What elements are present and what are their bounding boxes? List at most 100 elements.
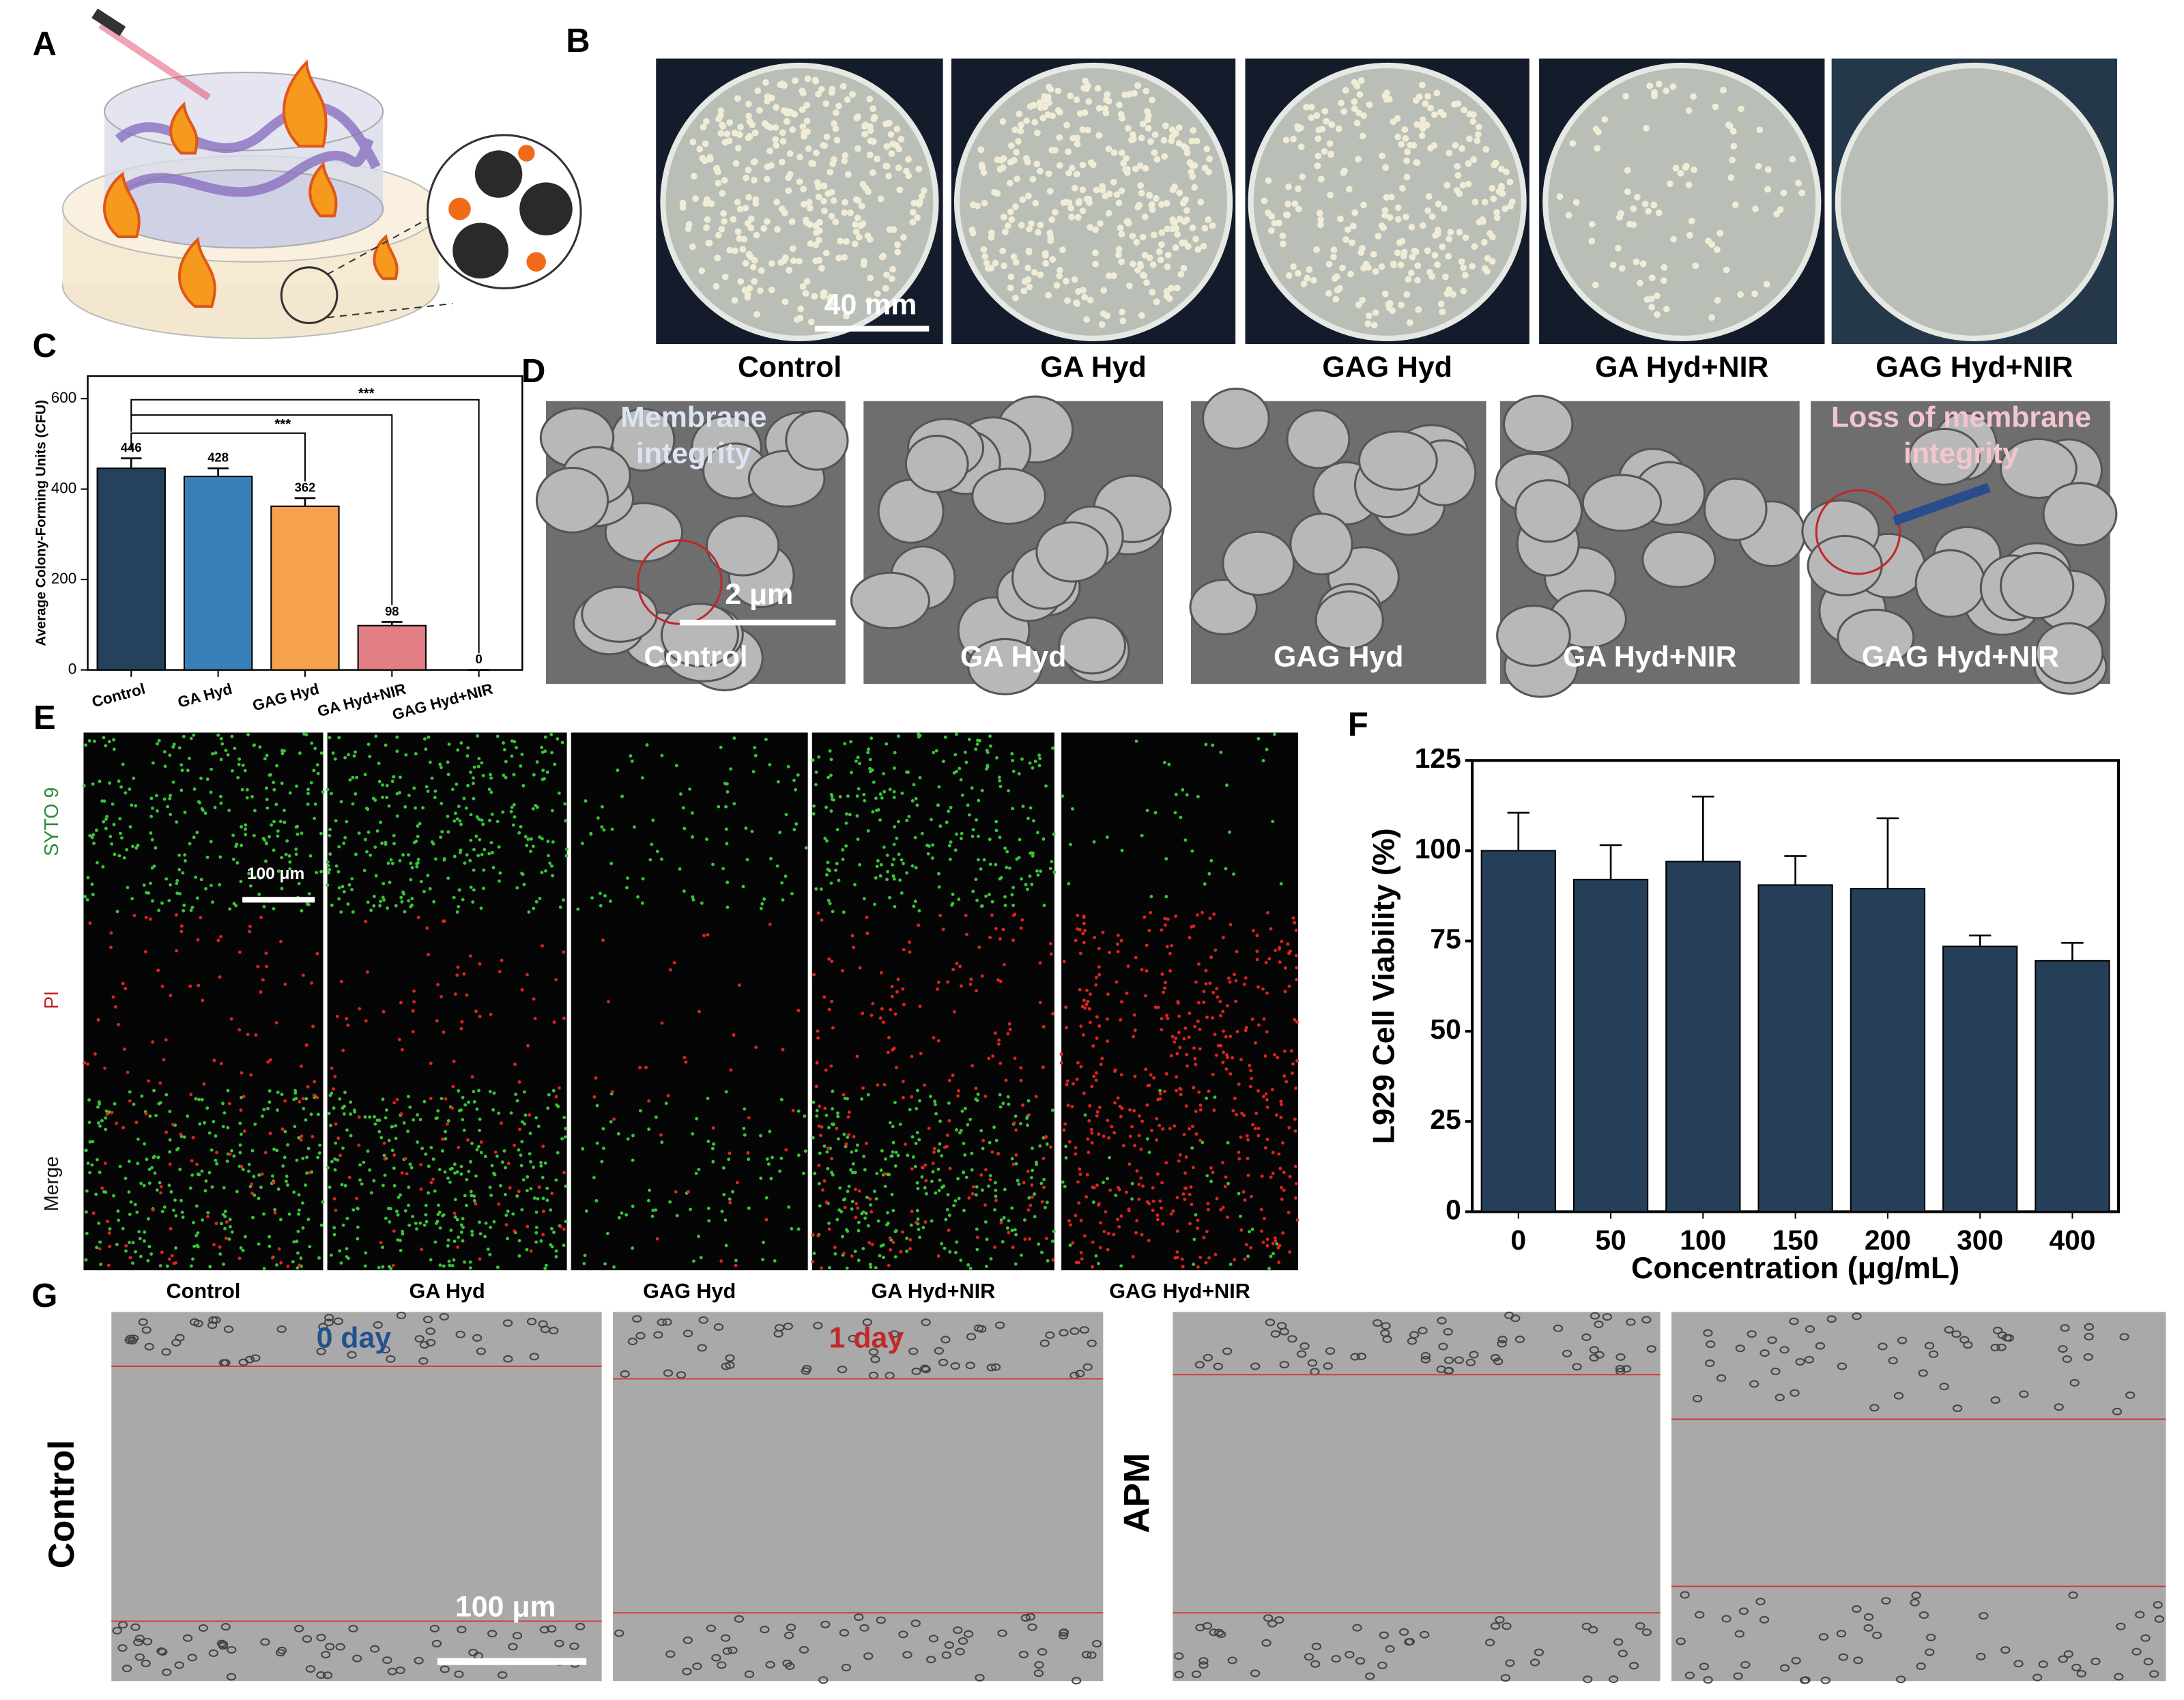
cell-dot	[511, 823, 515, 827]
cell	[503, 1355, 513, 1363]
colony	[1314, 135, 1322, 143]
cell-dot	[91, 893, 95, 897]
cell-dot	[389, 858, 393, 862]
cell-dot	[382, 898, 386, 902]
colony	[1079, 126, 1087, 133]
cell-dot	[1088, 1104, 1092, 1108]
cell-dot	[387, 1265, 391, 1269]
cell-dot	[960, 793, 964, 797]
cell-dot	[1295, 1218, 1299, 1222]
cell-dot	[1233, 973, 1236, 977]
cell-dot	[891, 874, 895, 878]
colony	[865, 188, 872, 195]
colony	[1201, 225, 1209, 232]
cell-dot	[189, 1093, 193, 1097]
cell-dot	[104, 1116, 108, 1120]
cell-dot	[457, 1145, 461, 1149]
colony	[916, 201, 923, 208]
cell-dot	[1156, 1097, 1160, 1101]
cell-dot	[1147, 929, 1151, 932]
colony	[1490, 195, 1497, 203]
cell-dot	[910, 864, 915, 868]
cell-dot	[342, 841, 346, 846]
cell-dot	[352, 754, 356, 758]
cell	[784, 1631, 794, 1639]
cell-dot	[1271, 1151, 1275, 1155]
cell-dot	[240, 788, 244, 792]
cell-dot	[222, 1262, 225, 1266]
cell-dot	[412, 989, 416, 993]
cell	[614, 1629, 624, 1637]
colony	[1175, 140, 1183, 147]
cell-dot	[866, 1224, 870, 1228]
cell	[1250, 1362, 1261, 1370]
cell-dot	[1026, 1169, 1030, 1173]
colony	[702, 118, 710, 125]
cell	[1911, 1591, 1921, 1600]
cell-dot	[951, 1074, 955, 1078]
cell-dot	[1207, 1089, 1211, 1093]
cell-dot	[1265, 747, 1269, 751]
cell-dot	[564, 1184, 568, 1188]
cell-dot	[1278, 960, 1282, 964]
cell-dot	[1140, 1119, 1145, 1123]
colony	[756, 287, 764, 294]
cell-dot	[964, 914, 968, 917]
colony	[751, 257, 758, 264]
cell-dot	[411, 1030, 415, 1034]
cell-dot	[396, 1238, 400, 1242]
cell-dot	[394, 1136, 398, 1140]
cell-dot	[442, 1031, 446, 1034]
cell	[575, 1622, 586, 1630]
cell-dot	[827, 775, 831, 779]
cell-dot	[1215, 987, 1219, 991]
cell	[425, 1338, 436, 1346]
colony	[1360, 201, 1367, 209]
cell	[1703, 1329, 1713, 1337]
cell	[1356, 1353, 1366, 1361]
cell-dot	[300, 909, 304, 912]
cell-dot	[1294, 1086, 1298, 1091]
cell-dot	[466, 1100, 470, 1104]
cell-dot	[936, 1167, 940, 1171]
cell-dot	[1052, 1229, 1056, 1233]
colony	[1155, 248, 1163, 255]
colony	[756, 106, 763, 114]
colony	[1764, 186, 1771, 193]
cell-dot	[1216, 995, 1220, 999]
colony	[1327, 191, 1334, 199]
colony	[1316, 210, 1323, 217]
cell-dot	[298, 751, 302, 755]
cell-dot	[292, 1240, 296, 1244]
colony	[1359, 296, 1366, 304]
plate-image	[656, 58, 943, 345]
colony	[726, 119, 734, 126]
cell-dot	[1191, 1166, 1195, 1170]
cell-dot	[1097, 973, 1102, 977]
cell-dot	[529, 1249, 533, 1253]
error-bar	[382, 621, 403, 626]
cell-dot	[549, 1226, 554, 1230]
bacterium	[1999, 437, 2078, 500]
cell-dot	[398, 859, 402, 863]
cell	[414, 1656, 424, 1665]
cell-dot	[333, 1157, 337, 1161]
cell	[734, 1615, 744, 1623]
cell	[953, 1626, 963, 1634]
cell-dot	[520, 1208, 524, 1212]
cell-dot	[862, 897, 866, 901]
cell-dot	[886, 1172, 890, 1177]
cell	[908, 1347, 919, 1355]
cell-dot	[392, 841, 396, 846]
cell-dot	[1202, 990, 1206, 994]
cell-dot	[1242, 982, 1246, 986]
cell-dot	[358, 1163, 362, 1167]
cell-dot	[1095, 1110, 1100, 1114]
cell	[2154, 1615, 2164, 1623]
cell	[950, 1362, 960, 1370]
colony	[1115, 246, 1123, 253]
cell-dot	[261, 978, 265, 982]
cell-dot	[691, 897, 695, 902]
cell-dot	[135, 1210, 139, 1214]
colony	[1074, 141, 1081, 147]
